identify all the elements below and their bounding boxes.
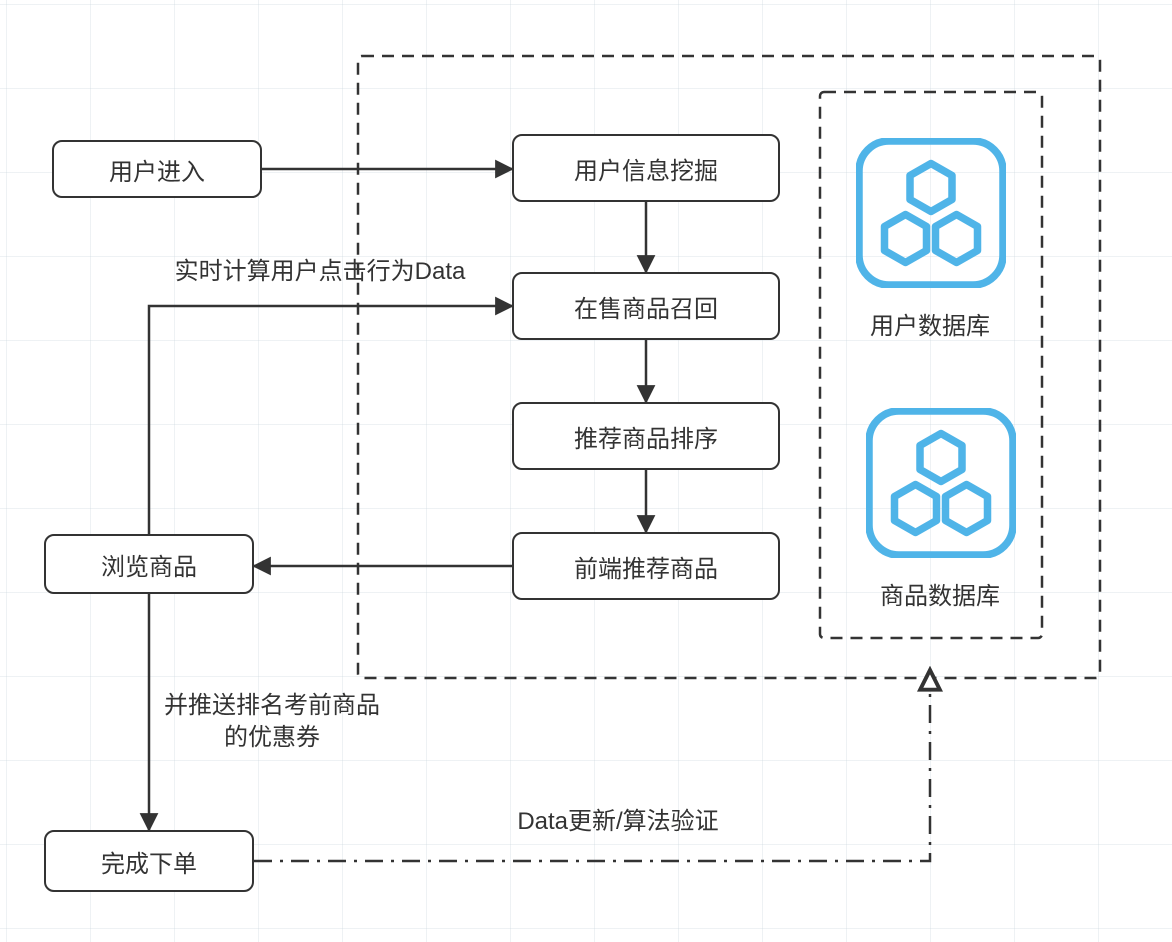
- node-user-mining: 用户信息挖掘: [512, 134, 780, 202]
- node-recommend-sort: 推荐商品排序: [512, 402, 780, 470]
- node-order: 完成下单: [44, 830, 254, 892]
- label-realtime: 实时计算用户点击行为Data: [150, 256, 490, 288]
- node-browse: 浏览商品: [44, 534, 254, 594]
- label-coupon: 并推送排名考前商品的优惠券: [162, 690, 382, 755]
- product-db-icon: [866, 408, 1016, 558]
- edge-browse-to-recall: [149, 306, 512, 534]
- node-user-enter: 用户进入: [52, 140, 262, 198]
- label-data-update: Data更新/算法验证: [468, 806, 768, 838]
- flowchart-canvas: 用户进入 用户信息挖掘 在售商品召回 推荐商品排序 前端推荐商品 浏览商品 完成…: [0, 0, 1172, 942]
- user-db-icon: [856, 138, 1006, 288]
- node-front-rec: 前端推荐商品: [512, 532, 780, 600]
- user-db-label: 用户数据库: [830, 306, 1030, 341]
- node-product-recall: 在售商品召回: [512, 272, 780, 340]
- product-db-label: 商品数据库: [840, 576, 1040, 611]
